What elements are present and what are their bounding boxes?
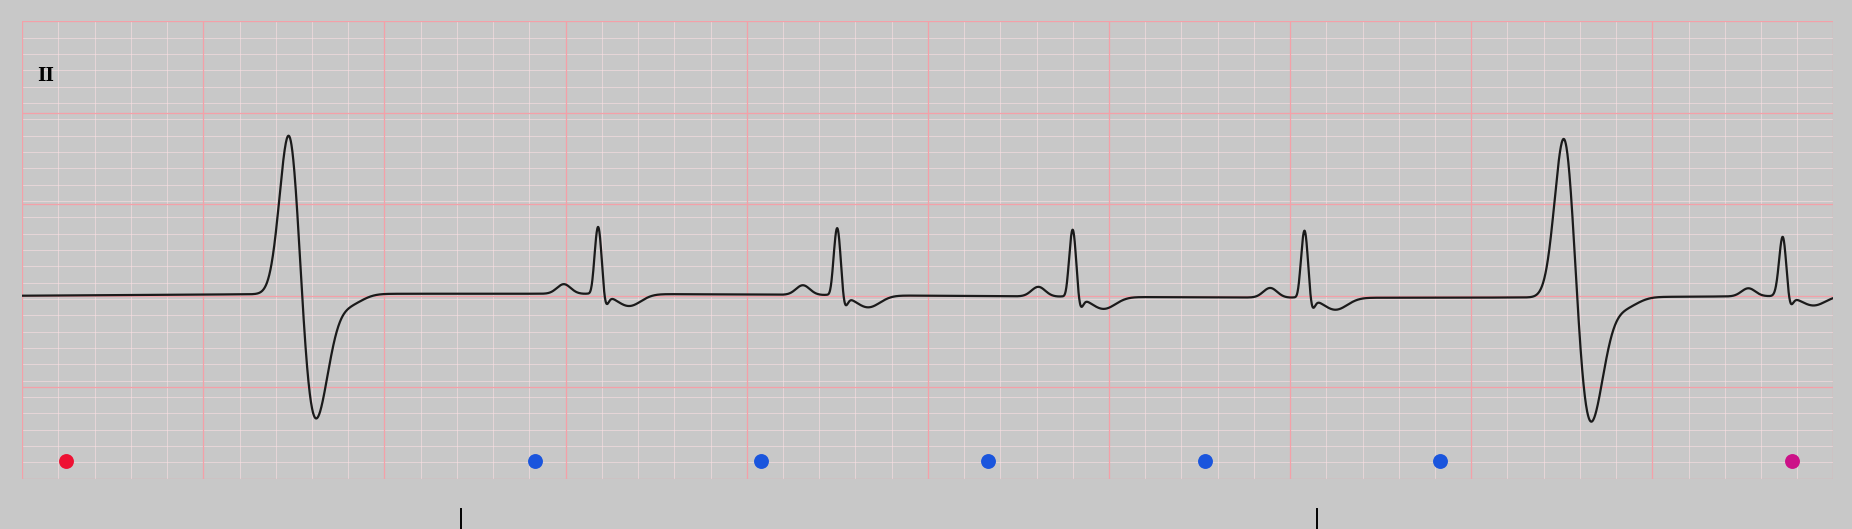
Point: [746, 457, 776, 466]
Text: II: II: [37, 67, 54, 85]
Point: [972, 457, 1002, 466]
Point: [520, 457, 550, 466]
Point: [1778, 457, 1808, 466]
Point: [50, 457, 80, 466]
Point: [1191, 457, 1220, 466]
Point: [1426, 457, 1456, 466]
